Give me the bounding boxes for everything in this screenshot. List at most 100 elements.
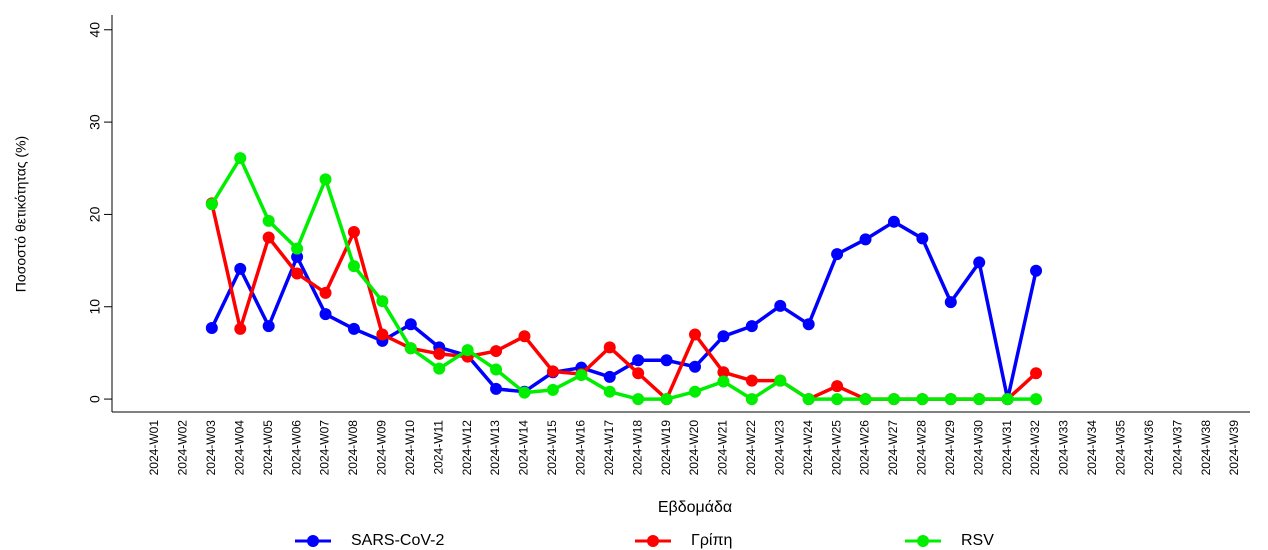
data-point <box>859 233 872 246</box>
data-point <box>262 231 275 244</box>
data-point <box>745 374 758 387</box>
x-tick-label: 2024-W33 <box>1057 420 1071 476</box>
x-tick-label: 2024-W19 <box>659 420 673 476</box>
series-line <box>210 220 1038 401</box>
x-tick-label: 2024-W18 <box>630 420 644 476</box>
data-point <box>916 232 929 245</box>
data-point <box>831 380 844 393</box>
data-point <box>291 242 304 255</box>
x-tick-label: 2024-W23 <box>772 420 786 476</box>
x-tick-label: 2024-W38 <box>1199 420 1213 476</box>
data-point <box>490 382 503 395</box>
data-point <box>916 393 929 406</box>
data-point <box>717 375 730 388</box>
y-tick-label: 30 <box>87 114 103 130</box>
data-point <box>490 345 503 358</box>
x-tick-label: 2024-W10 <box>403 420 417 476</box>
x-tick-label: 2024-W02 <box>176 420 190 476</box>
data-point <box>546 365 559 378</box>
data-point <box>660 393 673 406</box>
data-point <box>461 344 474 357</box>
x-tick-label: 2024-W11 <box>431 420 445 475</box>
y-tick-label: 40 <box>87 22 103 38</box>
x-tick-label: 2024-W26 <box>858 420 872 476</box>
x-tick-label: 2024-W24 <box>801 420 815 476</box>
data-point <box>689 385 701 398</box>
data-point <box>603 341 616 354</box>
x-tick-label: 2024-W09 <box>375 420 389 476</box>
data-point <box>632 354 645 367</box>
x-tick-label: 2024-W17 <box>602 420 616 476</box>
x-tick-label: 2024-W06 <box>289 420 303 476</box>
data-point <box>831 248 844 261</box>
data-point <box>1030 393 1043 406</box>
data-point <box>291 267 304 280</box>
x-tick-label: 2024-W32 <box>1028 420 1042 476</box>
x-tick-label: 2024-W20 <box>687 420 701 476</box>
x-tick-label: 2024-W35 <box>1113 420 1127 476</box>
data-point <box>234 152 247 165</box>
data-point <box>433 347 446 360</box>
x-tick-label: 2024-W14 <box>517 420 531 476</box>
data-point <box>887 215 900 228</box>
data-point <box>660 354 673 367</box>
x-tick-label: 2024-W30 <box>971 420 985 476</box>
data-point <box>376 295 389 308</box>
data-point <box>518 386 531 399</box>
data-point <box>689 328 701 341</box>
data-point <box>319 286 332 299</box>
data-point <box>347 322 360 335</box>
legend-label: SARS-CoV-2 <box>351 532 444 549</box>
data-point <box>603 370 616 383</box>
data-point <box>319 173 332 186</box>
data-point <box>404 318 417 331</box>
x-tick-label: 2024-W34 <box>1085 420 1099 476</box>
data-point <box>887 393 900 406</box>
data-point <box>973 393 986 406</box>
data-point <box>802 393 815 406</box>
y-axis-label: Ποσοστό θετικότητας (%) <box>13 136 29 292</box>
legend-label: RSV <box>961 532 994 549</box>
data-point <box>234 262 247 275</box>
x-tick-label: 2024-W27 <box>886 420 900 476</box>
x-tick-label: 2024-W08 <box>346 420 360 476</box>
x-tick-label: 2024-W22 <box>744 420 758 476</box>
x-tick-label: 2024-W04 <box>232 420 246 476</box>
x-tick-label: 2024-W07 <box>318 420 332 476</box>
x-tick-label: 2024-W29 <box>943 420 957 476</box>
data-point <box>546 383 559 396</box>
x-tick-label: 2024-W03 <box>204 420 218 476</box>
data-point <box>717 330 730 343</box>
data-point <box>632 367 645 380</box>
data-point <box>404 342 417 355</box>
data-point <box>717 366 730 379</box>
x-tick-label: 2024-W36 <box>1142 420 1156 476</box>
x-axis-label: Εβδομάδα <box>658 499 732 516</box>
x-tick-label: 2024-W13 <box>488 420 502 476</box>
data-point <box>205 321 218 334</box>
x-tick-label: 2024-W01 <box>147 420 161 476</box>
data-point <box>205 198 218 211</box>
data-point <box>973 256 986 269</box>
data-point <box>603 385 616 398</box>
data-point <box>1030 367 1043 380</box>
data-point <box>347 260 360 273</box>
data-point <box>433 362 446 375</box>
y-tick-label: 20 <box>87 206 103 222</box>
data-point <box>518 330 531 343</box>
data-point <box>347 225 360 238</box>
x-tick-label: 2024-W21 <box>716 420 730 476</box>
data-point <box>575 369 588 382</box>
data-point <box>944 393 957 406</box>
data-point <box>689 360 701 373</box>
legend-marker <box>647 535 659 547</box>
x-tick-label: 2024-W05 <box>261 420 275 476</box>
data-point <box>859 393 872 406</box>
x-tick-label: 2024-W12 <box>460 420 474 476</box>
x-tick-label: 2024-W28 <box>915 420 929 476</box>
data-point <box>262 214 275 227</box>
data-point <box>774 374 787 387</box>
data-point <box>291 250 304 263</box>
legend-label: Γρίπη <box>691 532 732 549</box>
data-point <box>944 296 957 309</box>
